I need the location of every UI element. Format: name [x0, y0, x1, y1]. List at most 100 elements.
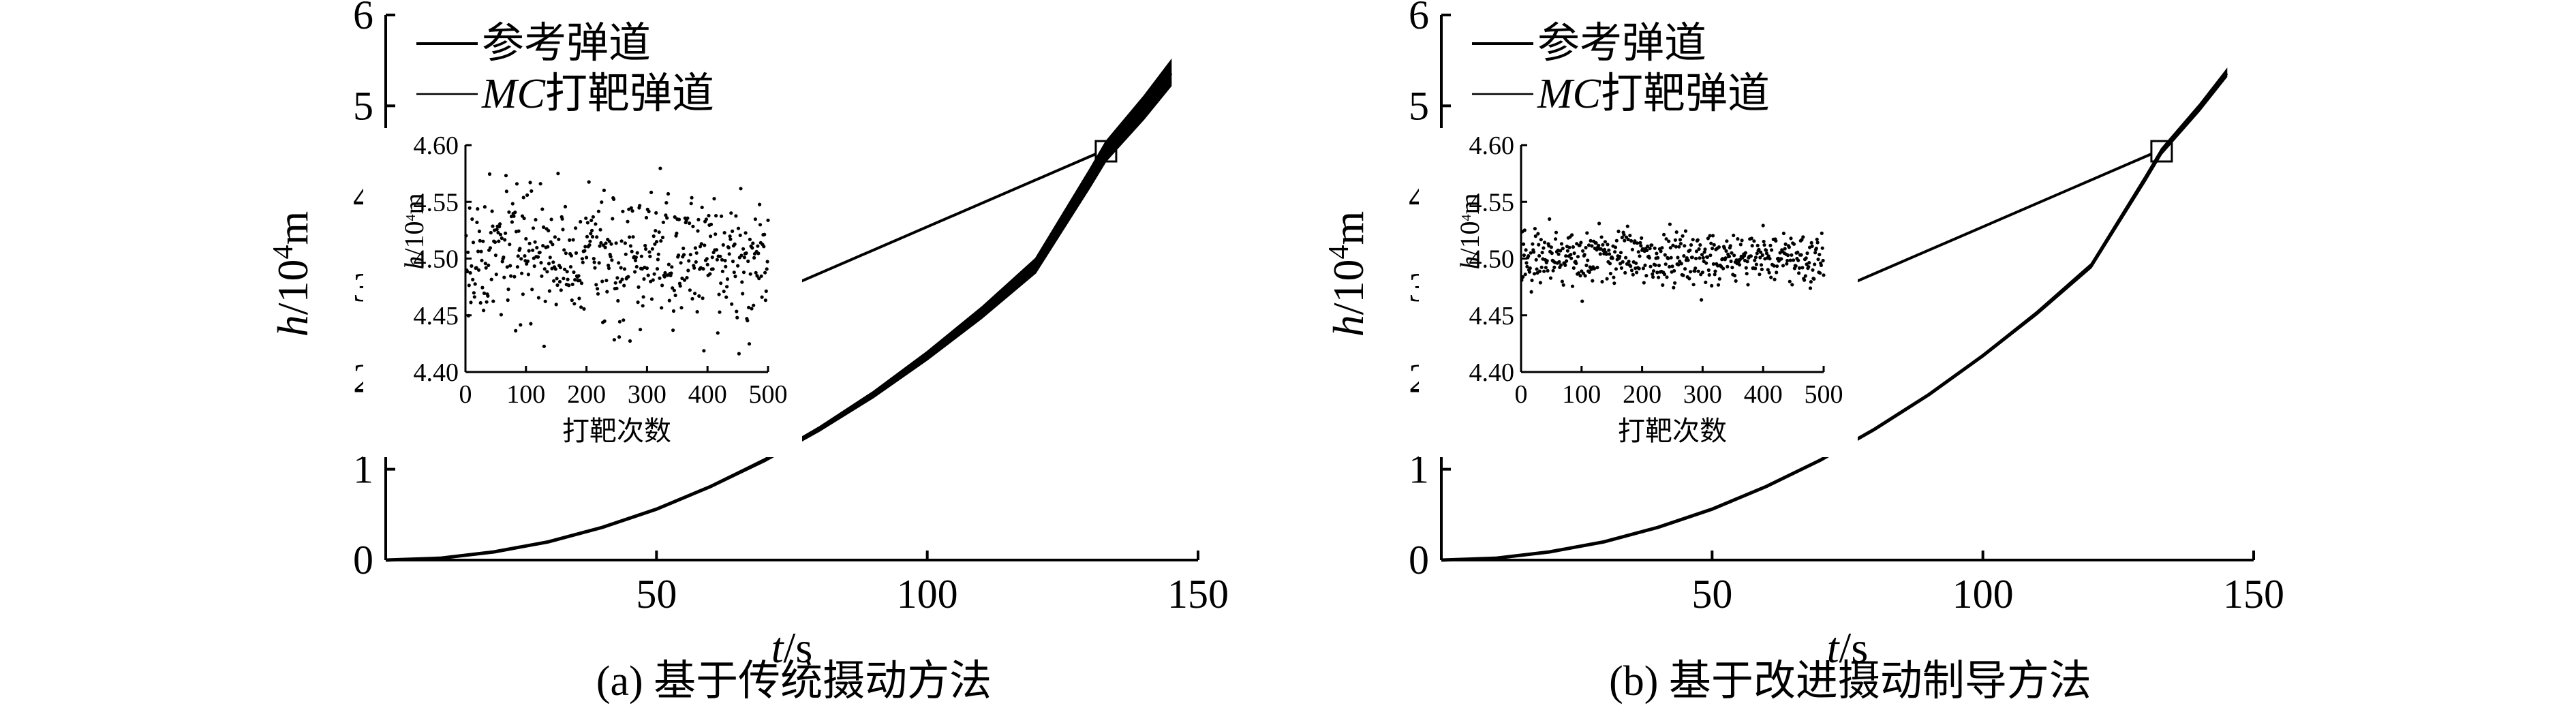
inset-scatter-point: [624, 252, 628, 256]
inset-scatter-point: [1663, 253, 1667, 257]
inset-scatter-point: [621, 209, 625, 213]
inset-scatter-point: [750, 307, 754, 311]
inset-scatter-point: [731, 229, 735, 233]
inset-scatter-point: [602, 188, 607, 192]
inset-scatter-point: [1656, 256, 1660, 260]
inset-scatter-point: [1788, 258, 1792, 262]
inset-scatter-point: [1582, 253, 1586, 257]
inset-scatter-point: [481, 239, 485, 243]
inset-scatter-point: [1612, 281, 1616, 285]
inset-scatter-point: [1676, 262, 1681, 267]
inset-scatter-point: [1527, 270, 1531, 274]
inset-scatter-point: [1769, 275, 1773, 279]
inset-scatter-point: [591, 215, 596, 219]
inset-scatter-point: [622, 267, 627, 271]
inset-scatter-point: [506, 298, 510, 303]
inset-scatter-point: [1673, 281, 1677, 285]
inset-scatter-point: [1669, 256, 1673, 260]
inset-scatter-point: [1673, 238, 1677, 242]
inset-scatter-point: [1642, 281, 1646, 285]
inset-scatter-point: [653, 242, 657, 246]
inset-scatter-point: [1581, 271, 1586, 275]
inset-scatter-point: [504, 231, 508, 235]
inset-scatter-point: [579, 219, 583, 224]
inset-scatter-point: [660, 283, 664, 288]
inset-scatter-point: [508, 243, 512, 247]
inset-scatter-point: [1761, 223, 1765, 228]
inset-scatter-point: [1639, 244, 1643, 248]
inset-scatter-point: [1815, 241, 1820, 245]
inset-scatter-point: [647, 250, 651, 254]
inset-scatter-point: [540, 207, 545, 211]
inset-scatter-point: [1618, 254, 1622, 259]
inset-scatter-point: [643, 243, 647, 248]
inset-scatter-point: [693, 246, 698, 250]
inset-scatter-point: [1821, 258, 1825, 263]
inset-scatter-point: [566, 277, 570, 281]
inset-scatter-point: [1732, 233, 1736, 238]
inset-scatter-point: [470, 264, 474, 268]
inset-scatter-point: [1589, 267, 1593, 271]
inset-scatter-point: [1638, 241, 1642, 245]
inset-scatter-point: [701, 267, 705, 271]
inset-scatter-point: [1706, 236, 1710, 241]
inset-scatter-point: [748, 237, 752, 241]
inset-scatter-point: [1704, 280, 1708, 284]
inset-scatter-point: [465, 269, 470, 274]
inset-scatter-point: [508, 264, 512, 268]
inset-scatter-point: [524, 236, 528, 241]
inset-scatter-point: [1766, 268, 1770, 272]
inset-scatter-point: [1816, 258, 1820, 262]
inset-scatter-point: [739, 253, 743, 258]
inset-scatter-point: [1620, 236, 1624, 240]
inset-scatter-point: [592, 257, 596, 261]
inset-scatter-point: [534, 217, 538, 222]
inset-scatter-point: [472, 291, 476, 295]
inset-scatter-point: [1608, 262, 1612, 266]
inset-scatter-point: [555, 277, 559, 281]
inset-scatter-point: [467, 206, 472, 210]
inset-scatter-point: [1760, 253, 1764, 257]
inset-scatter-point: [1706, 268, 1711, 273]
inset-scatter-point: [1524, 261, 1529, 265]
inset-scatter-point: [1655, 251, 1659, 256]
inset-scatter-point: [1651, 269, 1656, 273]
inset-scatter-point: [1621, 260, 1625, 264]
inset-scatter-point: [660, 235, 665, 240]
inset-scatter-point: [675, 231, 679, 236]
inset-y-tick-label: 4.40: [1469, 358, 1515, 387]
inset-scatter-point: [484, 266, 488, 270]
inset-scatter-point: [1693, 266, 1698, 270]
inset-scatter-point: [1805, 251, 1809, 256]
inset-scatter-point: [1813, 251, 1818, 255]
inset-scatter-point: [689, 202, 693, 206]
inset-scatter-point: [513, 211, 517, 215]
inset-scatter-point: [695, 310, 699, 314]
inset-scatter-point: [589, 232, 593, 236]
inset-scatter-point: [746, 318, 750, 323]
inset-scatter-point: [1671, 243, 1675, 247]
inset-scatter-point: [565, 270, 569, 274]
inset-scatter-point: [549, 217, 553, 221]
inset-scatter-point: [718, 310, 722, 314]
legend-label: 参考弹道: [1537, 20, 1706, 67]
inset-x-tick-label: 100: [506, 380, 545, 409]
inset-scatter-point: [1619, 266, 1623, 270]
inset-scatter-point: [1681, 273, 1685, 277]
inset-scatter-point: [471, 241, 476, 245]
inset-scatter-point: [547, 289, 552, 293]
inset-x-tick-label: 100: [1562, 380, 1601, 409]
inset-scatter-point: [590, 228, 594, 232]
inset-scatter-point: [1667, 239, 1671, 243]
inset-scatter-point: [1590, 244, 1594, 248]
inset-scatter-point: [510, 202, 515, 206]
inset-x-tick-label: 200: [1623, 380, 1661, 409]
inset-scatter-point: [482, 205, 487, 209]
inset-scatter-point: [1672, 285, 1676, 290]
inset-scatter-point: [742, 256, 746, 260]
inset-scatter-point: [1538, 281, 1542, 285]
inset-scatter-point: [752, 303, 756, 307]
inset-y-tick-label: 4.50: [414, 245, 459, 274]
inset-scatter-point: [687, 259, 691, 263]
inset-scatter-point: [547, 262, 551, 266]
